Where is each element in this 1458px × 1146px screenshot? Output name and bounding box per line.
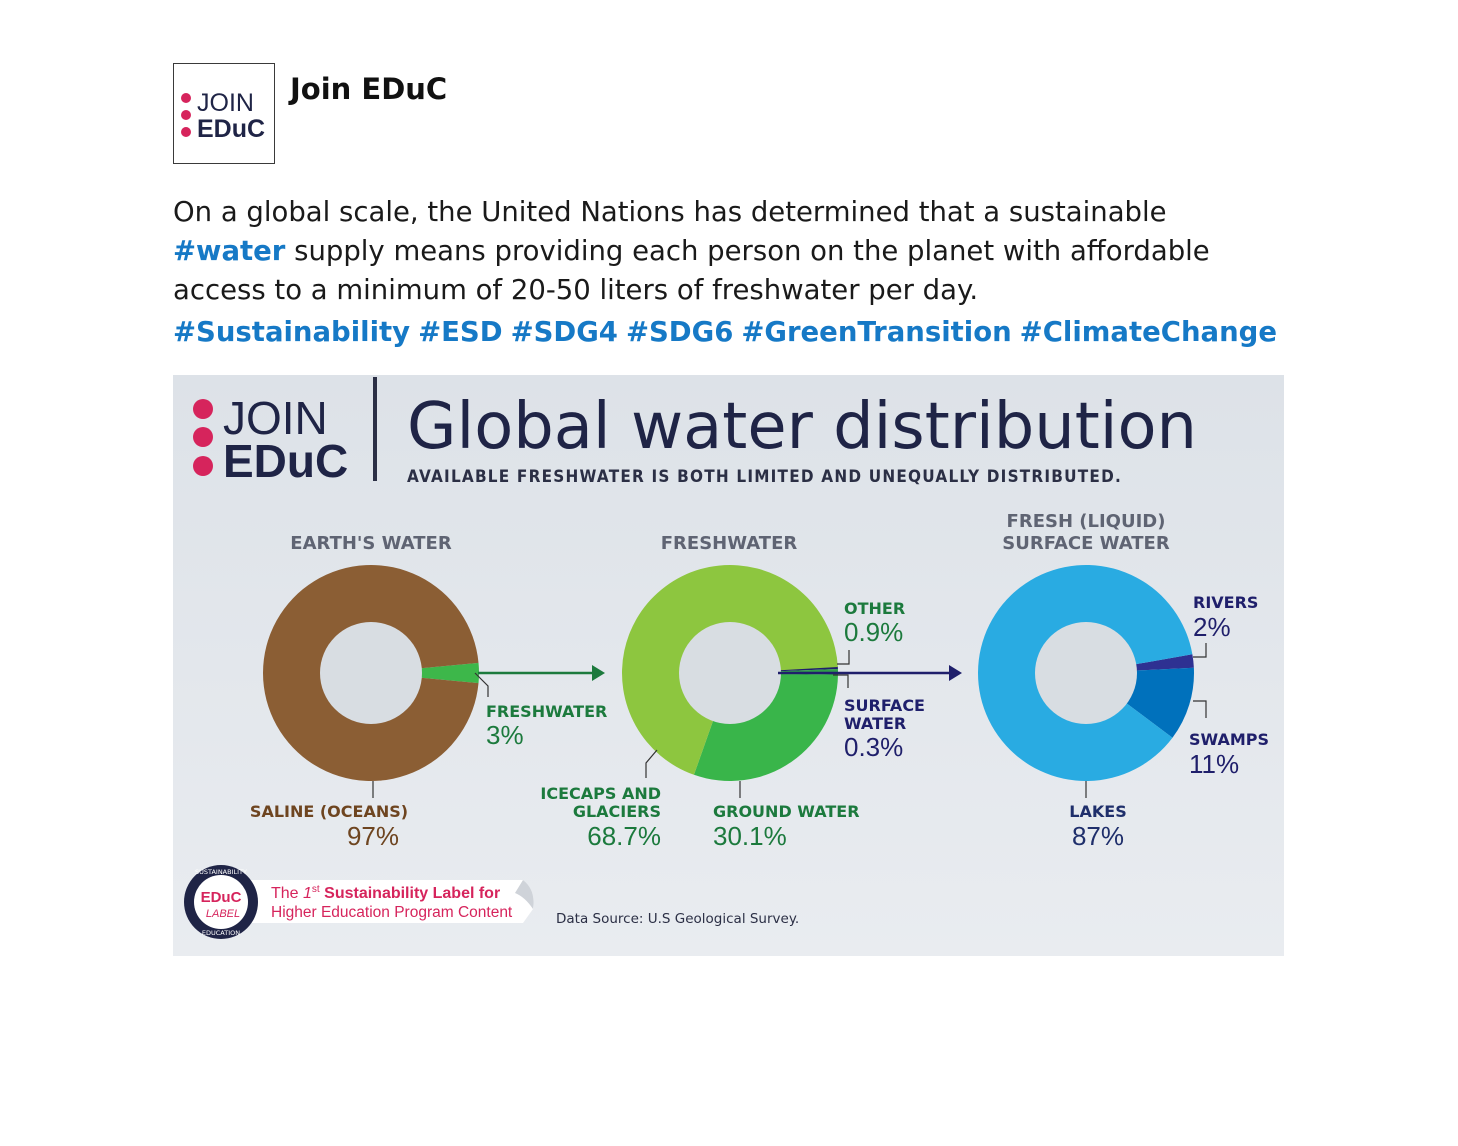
- hashtag-water[interactable]: #water: [173, 235, 286, 267]
- hashtag[interactable]: #Sustainability: [173, 316, 411, 348]
- donut-surface-water: [978, 565, 1194, 781]
- donut-freshwater: [622, 565, 839, 781]
- badge-ring-bottom: EDUCATION: [202, 929, 240, 937]
- hashtag[interactable]: #SDG6: [625, 316, 734, 348]
- label-swamps-value: 11%: [1189, 749, 1239, 779]
- badge-banner-curl: [515, 880, 534, 909]
- donut-earths-water: [263, 565, 479, 781]
- logo-dot: [181, 127, 191, 137]
- label-groundwater-name: GROUND WATER: [713, 802, 860, 821]
- label-line: SURFACE: [844, 696, 925, 715]
- label-icecaps-name: ICECAPS AND GLACIERS: [540, 784, 661, 821]
- label-rivers-name: RIVERS: [1193, 593, 1258, 612]
- hashtag-list: #Sustainability #ESD #SDG4 #SDG6 #GreenTrans…: [173, 316, 1285, 348]
- chart-title-surface-water: FRESH (LIQUID) SURFACE WATER: [1002, 511, 1170, 554]
- label-groundwater-value: 30.1%: [713, 821, 787, 851]
- arrow-head: [949, 665, 962, 681]
- avatar[interactable]: JOIN EDuC: [173, 63, 275, 164]
- label-line: FRESH (LIQUID): [1007, 511, 1166, 532]
- infographic-image[interactable]: JOIN EDuC Global water distribution AVAI…: [173, 375, 1284, 956]
- leader-line: [1193, 643, 1207, 658]
- infographic-canvas: JOIN EDuC Global water distribution AVAI…: [184, 377, 1269, 939]
- badge-center-line2: LABEL: [206, 908, 240, 920]
- label-surface-water-name: SURFACE WATER: [844, 696, 925, 733]
- label-line: WATER: [844, 714, 906, 733]
- infographic-title: Global water distribution: [407, 390, 1197, 464]
- label-line: GLACIERS: [573, 802, 661, 821]
- badge-tag-sup: st: [312, 884, 320, 895]
- label-freshwater-name: FRESHWATER: [486, 702, 607, 721]
- post-text: On a global scale, the United Nations ha…: [173, 193, 1283, 310]
- badge-ring-top: SUSTAINABILITY: [195, 868, 247, 876]
- logo-dot: [181, 93, 191, 103]
- badge-tag-prefix: The: [271, 885, 303, 902]
- label-icecaps-value: 68.7%: [587, 821, 661, 851]
- badge-tagline-line1: The 1st Sustainability Label for: [271, 884, 500, 902]
- donut-hole: [679, 622, 781, 724]
- logo-dot: [181, 110, 191, 120]
- arrow-head: [592, 665, 605, 681]
- label-saline-name: SALINE (OCEANS): [250, 802, 408, 821]
- label-swamps-name: SWAMPS: [1189, 730, 1269, 749]
- label-lakes-value: 87%: [1072, 821, 1124, 851]
- leader-line: [833, 674, 849, 688]
- logo-line2: EDuC: [223, 435, 348, 487]
- donut-hole: [1035, 622, 1137, 724]
- hashtag[interactable]: #SDG4: [510, 316, 618, 348]
- leader-line: [474, 672, 489, 697]
- label-line: ICECAPS AND: [540, 784, 661, 803]
- chart-title-freshwater: FRESHWATER: [661, 533, 798, 554]
- badge-center-line1: EDuC: [201, 889, 242, 906]
- label-surface-water-value: 0.3%: [844, 732, 903, 762]
- logo-dot: [193, 399, 213, 419]
- label-saline-value: 97%: [347, 821, 399, 851]
- label-other-value: 0.9%: [844, 617, 903, 647]
- badge-core: [194, 875, 248, 929]
- post-text-end: supply means providing each person on th…: [173, 235, 1210, 306]
- data-source: Data Source: U.S Geological Survey.: [556, 911, 799, 927]
- label-freshwater-value: 3%: [486, 720, 524, 750]
- donut-hole: [320, 622, 422, 724]
- leader-lines: [372, 643, 1207, 798]
- badge-tagline-line2: Higher Education Program Content: [271, 904, 513, 921]
- avatar-logo-line1: JOIN: [197, 89, 254, 117]
- leader-line: [837, 650, 850, 665]
- post-text-start: On a global scale, the United Nations ha…: [173, 196, 1167, 228]
- logo-line1: JOIN: [223, 392, 328, 444]
- infographic-subtitle: AVAILABLE FRESHWATER IS BOTH LIMITED AND…: [407, 467, 1122, 486]
- leader-line: [645, 749, 658, 778]
- educ-label-badge: SUSTAINABILITY EDUCATION EDuC LABEL The …: [184, 865, 534, 939]
- avatar-logo-line2: EDuC: [197, 115, 265, 143]
- chart-title-earths-water: EARTH'S WATER: [290, 533, 452, 554]
- join-educ-avatar-logo: JOIN EDuC: [181, 89, 265, 143]
- header-divider: [373, 377, 377, 481]
- logo-dot: [193, 456, 213, 476]
- label-lakes-name: LAKES: [1069, 802, 1126, 821]
- leader-line: [1193, 700, 1207, 718]
- badge-tag-rest: Sustainability Label for: [320, 885, 500, 902]
- label-other-name: OTHER: [844, 599, 905, 618]
- hashtag[interactable]: #ClimateChange: [1019, 316, 1277, 348]
- label-line: SURFACE WATER: [1002, 533, 1170, 554]
- author-name[interactable]: Join EDuC: [290, 72, 448, 106]
- logo-dot: [193, 427, 213, 447]
- badge-banner: [243, 880, 534, 923]
- pie-slice-freshwater: [371, 662, 479, 684]
- label-rivers-value: 2%: [1193, 612, 1231, 642]
- hashtag[interactable]: #GreenTransition: [741, 316, 1012, 348]
- badge-tag-num: 1: [303, 885, 312, 902]
- hashtag[interactable]: #ESD: [418, 316, 503, 348]
